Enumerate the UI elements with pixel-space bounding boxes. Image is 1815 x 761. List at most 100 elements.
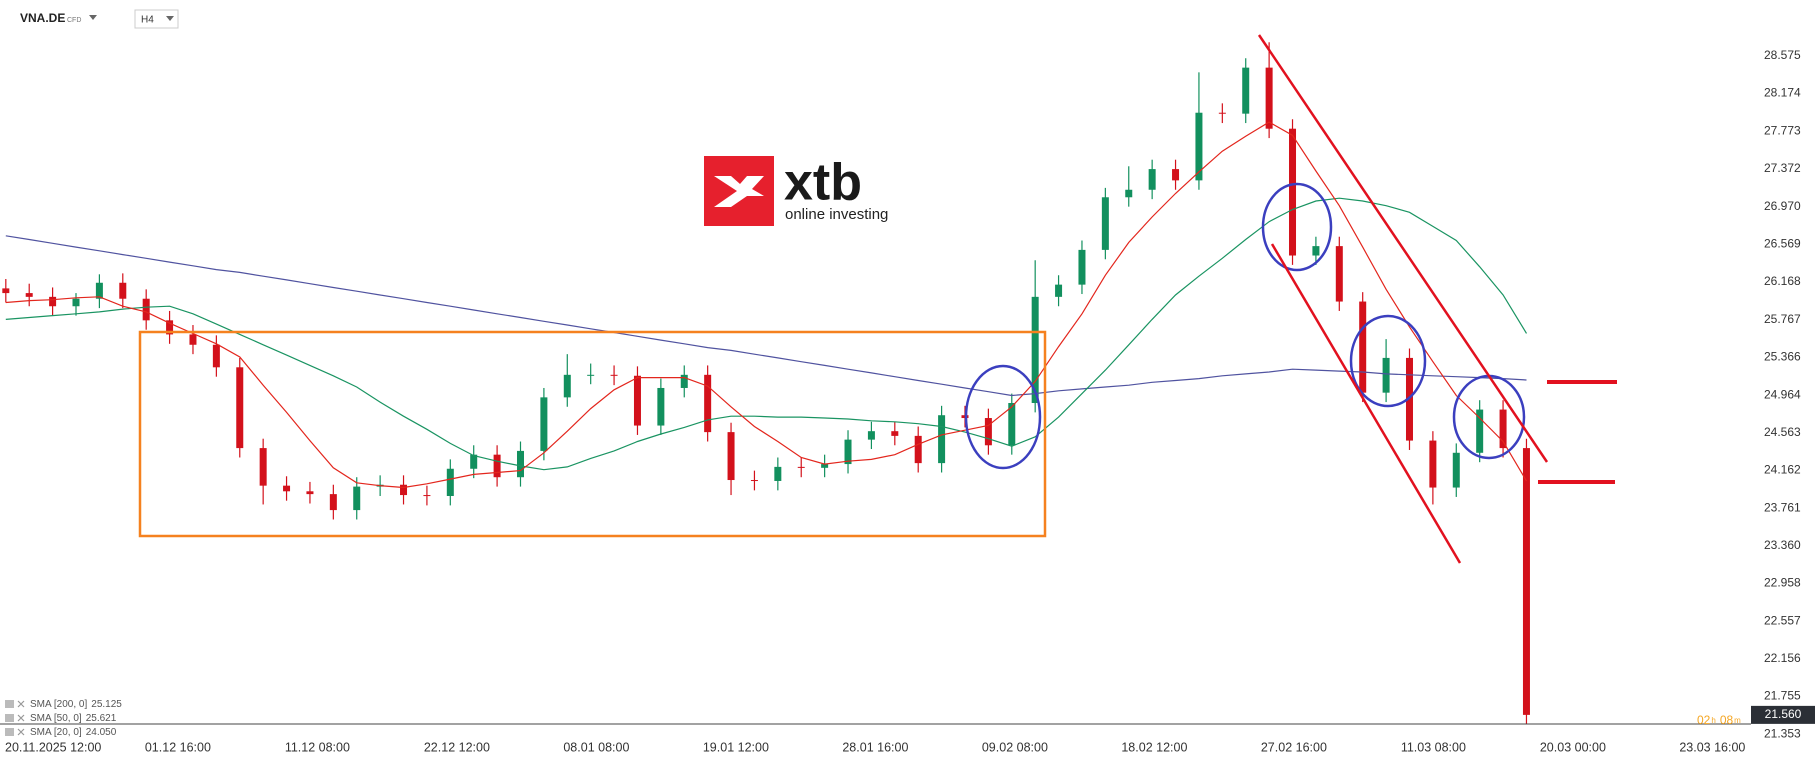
logo-brand: xtb — [784, 154, 862, 212]
y-tick-label: 28.575 — [1764, 48, 1801, 62]
range-box — [138, 330, 1047, 538]
countdown-hours-unit: h — [1711, 716, 1715, 725]
legend-icon — [5, 728, 14, 736]
legend-close-icon — [17, 728, 25, 736]
y-tick-label: 28.174 — [1764, 86, 1801, 100]
candle-body — [727, 432, 735, 481]
symbol: VNA.DE — [20, 11, 65, 25]
timeframe-box[interactable] — [134, 9, 179, 29]
candle-body — [470, 454, 478, 469]
candle-body — [189, 334, 197, 345]
legend-close-icon — [17, 714, 25, 722]
x-tick-label: 11.03 08:00 — [1401, 740, 1466, 754]
candle-body — [1078, 249, 1086, 285]
candle-body — [446, 468, 454, 496]
candle-body — [119, 282, 127, 299]
candle-body — [306, 491, 314, 495]
y-tick-label: 23.360 — [1764, 538, 1801, 552]
y-tick-label: 27.372 — [1764, 161, 1801, 175]
candle-body — [1101, 197, 1109, 250]
candle-body — [1452, 452, 1460, 488]
y-tick-label: 27.773 — [1764, 123, 1801, 137]
candle-body — [1429, 440, 1437, 488]
candle-body — [1008, 403, 1016, 446]
x-tick-label: 22.12 12:00 — [424, 740, 490, 754]
candle-body — [212, 344, 220, 368]
y-tick-label: 24.964 — [1764, 387, 1801, 401]
candle-body — [633, 375, 641, 426]
candle-body — [1382, 357, 1390, 393]
candle-body — [25, 293, 33, 297]
x-tick-label: 28.01 16:00 — [842, 740, 908, 754]
candle-body — [1312, 246, 1320, 256]
y-tick-label: 22.156 — [1764, 651, 1801, 665]
candle-body — [329, 494, 337, 511]
y-tick-label: 26.168 — [1764, 274, 1801, 288]
legend-icon — [5, 700, 14, 708]
x-tick-label: 18.02 12:00 — [1121, 740, 1187, 754]
legend-name: SMA [50, 0] — [30, 713, 82, 724]
candle-body — [750, 480, 758, 482]
candle-body — [283, 485, 291, 492]
candle-body — [353, 486, 361, 511]
y-tick-label: 24.563 — [1764, 425, 1801, 439]
countdown: 02h 08m — [1697, 713, 1741, 727]
dropdown-caret[interactable] — [89, 15, 97, 20]
candle-body — [938, 415, 946, 464]
candle-body — [704, 374, 712, 433]
candle-body — [49, 296, 57, 307]
candle-body — [2, 288, 10, 294]
x-tick-label: 11.12 08:00 — [285, 740, 350, 754]
legend-name: SMA [200, 0] — [30, 699, 87, 710]
x-tick-label: 09.02 08:00 — [982, 740, 1048, 754]
y-tick-label: 26.970 — [1764, 199, 1801, 213]
x-tick-label: 27.02 16:00 — [1261, 740, 1327, 754]
x-tick-label: 20.11.2025 12:00 — [5, 740, 101, 754]
candle-body — [914, 435, 922, 464]
candle-body — [610, 374, 618, 376]
x-tick-label: 19.01 12:00 — [703, 740, 769, 754]
highlight-ellipse — [964, 364, 1042, 470]
legend-value: 25.125 — [91, 699, 122, 710]
x-tick-label: 23.03 16:00 — [1679, 740, 1745, 754]
y-tick-label: 21.353 — [1764, 726, 1801, 740]
y-tick-label: 22.958 — [1764, 576, 1801, 590]
candle-body — [844, 439, 852, 465]
candle-body — [1522, 448, 1530, 715]
candle-body — [867, 431, 875, 440]
instrument: CFD — [67, 17, 81, 24]
x-tick-label: 08.01 08:00 — [563, 740, 629, 754]
sma-line — [5, 121, 1528, 489]
sma-line — [5, 197, 1528, 471]
candle-body — [259, 448, 267, 486]
candle-body — [72, 298, 80, 307]
candle-body — [587, 374, 595, 376]
candle-body — [1031, 296, 1039, 403]
legend-icon — [5, 714, 14, 722]
candle-body — [540, 397, 548, 451]
y-tick-label: 21.755 — [1764, 689, 1801, 703]
sma-line — [5, 235, 1527, 397]
legend-name: SMA [20, 0] — [30, 727, 82, 738]
candle-body — [984, 418, 992, 446]
candle-body — [1289, 128, 1297, 256]
candle-body — [1499, 409, 1507, 449]
timeframe-caret — [166, 16, 174, 21]
candle-body — [1148, 169, 1156, 190]
candle-body — [1172, 169, 1180, 181]
y-tick-label: 23.761 — [1764, 500, 1801, 514]
channel-line — [1270, 243, 1462, 564]
plot-area — [2, 42, 1530, 725]
candle-body — [1195, 112, 1203, 181]
candle-body — [1055, 284, 1063, 297]
y-tick-label: 25.767 — [1764, 312, 1801, 326]
candle-body — [400, 484, 408, 496]
candle-body — [563, 374, 571, 398]
x-tick-label: 20.03 00:00 — [1540, 740, 1606, 754]
candle-body — [1218, 112, 1226, 114]
candle-body — [142, 298, 150, 321]
candle-body — [493, 454, 501, 478]
highlight-ellipse — [1452, 374, 1526, 460]
